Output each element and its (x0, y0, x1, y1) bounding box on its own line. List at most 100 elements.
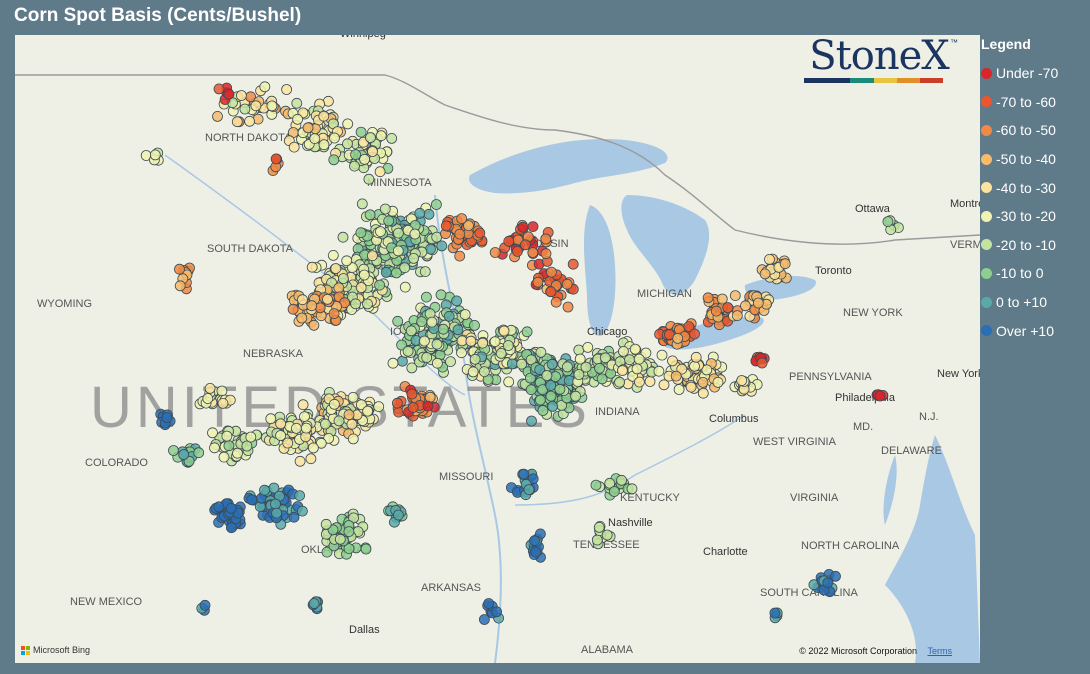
basis-point[interactable] (590, 479, 602, 491)
basis-point[interactable] (399, 281, 411, 293)
basis-point[interactable] (736, 375, 748, 386)
basis-point[interactable] (250, 100, 262, 112)
basis-point[interactable] (350, 298, 362, 310)
basis-point[interactable] (302, 122, 314, 134)
basis-point[interactable] (545, 286, 557, 298)
basis-point[interactable] (328, 154, 340, 166)
basis-point[interactable] (380, 266, 392, 278)
basis-point[interactable] (573, 369, 585, 380)
basis-point[interactable] (291, 97, 303, 109)
basis-point[interactable] (386, 133, 398, 144)
basis-point[interactable] (373, 401, 385, 413)
basis-point[interactable] (217, 397, 229, 409)
basis-point[interactable] (830, 570, 841, 582)
basis-point[interactable] (644, 376, 656, 387)
basis-point[interactable] (822, 577, 834, 589)
basis-point[interactable] (526, 415, 537, 427)
basis-point[interactable] (408, 252, 420, 264)
basis-point[interactable] (407, 402, 419, 413)
basis-point[interactable] (424, 391, 436, 403)
basis-point[interactable] (213, 83, 225, 95)
basis-point[interactable] (517, 221, 529, 233)
terms-link[interactable]: Terms (927, 646, 953, 656)
basis-point[interactable] (502, 340, 514, 351)
basis-point[interactable] (740, 300, 751, 312)
basis-point[interactable] (387, 357, 399, 369)
basis-point[interactable] (296, 505, 308, 517)
basis-point[interactable] (594, 362, 605, 374)
basis-point[interactable] (614, 376, 625, 388)
basis-point[interactable] (554, 383, 566, 395)
basis-point[interactable] (418, 335, 430, 347)
basis-point[interactable] (506, 358, 518, 370)
basis-point[interactable] (399, 262, 411, 274)
basis-point[interactable] (294, 490, 306, 502)
basis-point[interactable] (333, 415, 345, 427)
basis-point[interactable] (209, 442, 220, 454)
basis-point[interactable] (731, 310, 743, 322)
basis-point[interactable] (297, 294, 308, 306)
basis-point[interactable] (670, 370, 682, 382)
basis-point[interactable] (349, 160, 360, 172)
basis-point[interactable] (375, 226, 386, 238)
basis-point[interactable] (266, 100, 278, 112)
basis-point[interactable] (626, 483, 638, 495)
basis-point[interactable] (355, 282, 367, 293)
basis-point[interactable] (239, 103, 251, 115)
basis-point[interactable] (456, 335, 468, 347)
basis-point[interactable] (596, 373, 608, 385)
basis-point[interactable] (463, 220, 474, 232)
basis-point[interactable] (362, 298, 373, 310)
basis-point[interactable] (756, 357, 768, 369)
basis-point[interactable] (265, 413, 277, 425)
basis-point[interactable] (435, 289, 447, 301)
basis-point[interactable] (540, 248, 552, 260)
basis-point[interactable] (282, 437, 294, 449)
map-svg[interactable]: NORTH DAKOTA SOUTH DAKOTA MINNESOTA WYOMING… (15, 35, 980, 663)
basis-point[interactable] (769, 607, 781, 619)
basis-point[interactable] (545, 390, 557, 402)
basis-point[interactable] (168, 445, 179, 456)
basis-point[interactable] (518, 468, 530, 480)
basis-point[interactable] (292, 113, 304, 125)
basis-point[interactable] (608, 486, 620, 497)
basis-point[interactable] (299, 411, 310, 423)
basis-point[interactable] (716, 293, 728, 305)
basis-point[interactable] (218, 451, 230, 463)
basis-point[interactable] (729, 290, 741, 302)
basis-point[interactable] (882, 216, 894, 228)
basis-point[interactable] (402, 345, 414, 357)
basis-point[interactable] (437, 323, 449, 335)
basis-point[interactable] (673, 384, 685, 395)
basis-point[interactable] (722, 302, 734, 313)
basis-point[interactable] (422, 400, 434, 412)
basis-point[interactable] (672, 332, 684, 344)
basis-point[interactable] (489, 336, 501, 348)
basis-point[interactable] (547, 400, 558, 412)
basis-point[interactable] (334, 533, 346, 545)
basis-point[interactable] (328, 308, 340, 320)
basis-point[interactable] (658, 379, 670, 391)
basis-point[interactable] (149, 149, 161, 161)
basis-point[interactable] (779, 258, 791, 270)
basis-point[interactable] (540, 233, 552, 245)
basis-point[interactable] (161, 412, 173, 423)
basis-point[interactable] (701, 364, 713, 376)
basis-point[interactable] (525, 372, 536, 384)
basis-point[interactable] (308, 598, 320, 609)
basis-point[interactable] (759, 268, 771, 280)
basis-point[interactable] (478, 366, 490, 378)
basis-point[interactable] (640, 347, 652, 359)
basis-point[interactable] (690, 351, 702, 363)
basis-point[interactable] (241, 440, 253, 452)
basis-point[interactable] (634, 376, 645, 388)
basis-point[interactable] (346, 418, 358, 430)
basis-point[interactable] (231, 116, 243, 128)
basis-point[interactable] (308, 319, 320, 331)
legend-item[interactable]: -30 to -20 (981, 202, 1090, 231)
basis-point[interactable] (306, 261, 318, 273)
basis-point[interactable] (521, 326, 533, 338)
basis-point[interactable] (288, 511, 300, 523)
basis-point[interactable] (297, 399, 309, 411)
basis-point[interactable] (633, 353, 645, 365)
